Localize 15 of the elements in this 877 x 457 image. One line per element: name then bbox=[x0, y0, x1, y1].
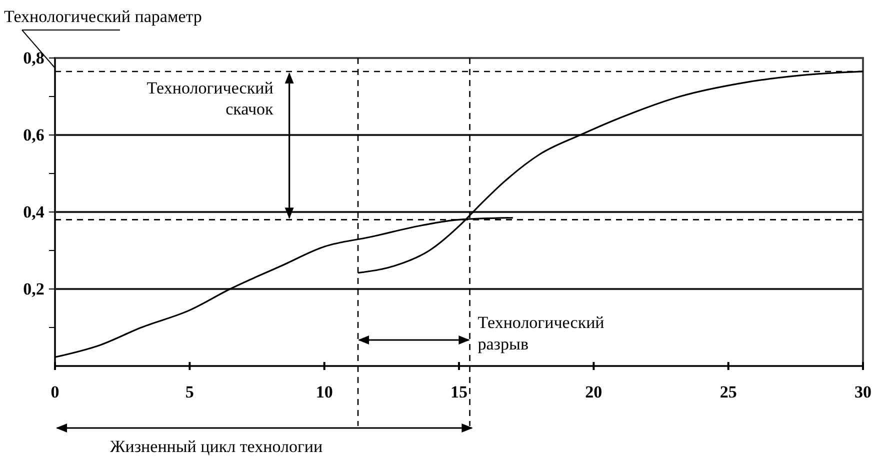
y-tick-label: 0,4 bbox=[23, 202, 45, 222]
x-tick-label: 20 bbox=[585, 382, 602, 402]
y-tick-label: 0,2 bbox=[23, 279, 44, 298]
annotation: Технологический скачок bbox=[146, 78, 274, 119]
annotation: Технологический разрыв bbox=[478, 313, 604, 354]
x-tick-label: 25 bbox=[720, 382, 737, 402]
y-axis-title: Технологический параметр bbox=[4, 7, 202, 26]
x-tick-label: 5 bbox=[185, 382, 194, 402]
x-tick-label: 15 bbox=[450, 382, 468, 402]
y-tick-label: 0,6 bbox=[23, 125, 44, 144]
y-tick-label: 0,8 bbox=[23, 48, 44, 68]
x-tick-label: 10 bbox=[316, 382, 333, 402]
x-tick-label: 30 bbox=[854, 382, 872, 402]
x-tick-label: 0 bbox=[50, 382, 60, 402]
text: Жизненный цикл технологии bbox=[110, 437, 323, 456]
